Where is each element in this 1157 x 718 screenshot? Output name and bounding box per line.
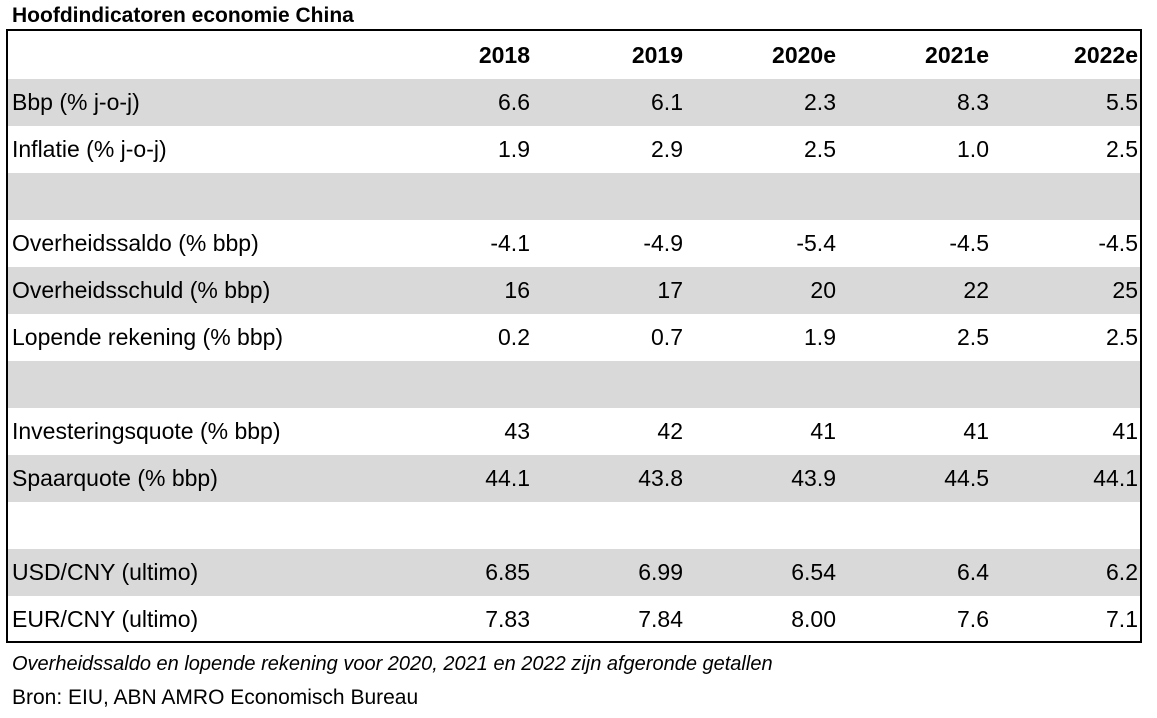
table-cell: 2.5 <box>1000 126 1140 173</box>
row-label: Investeringsquote (% bbp) <box>8 408 388 455</box>
row-label: EUR/CNY (ultimo) <box>8 596 388 641</box>
table-cell: 8.00 <box>694 596 847 641</box>
table-cell: 0.2 <box>388 314 541 361</box>
table-cell: 44.5 <box>847 455 1000 502</box>
table-cell <box>847 502 1000 549</box>
table-cell: 43.9 <box>694 455 847 502</box>
table-row: Inflatie (% j-o-j) 1.9 2.9 2.5 1.0 2.5 <box>8 126 1140 173</box>
table-cell: 6.6 <box>388 79 541 126</box>
table-cell: 7.84 <box>541 596 694 641</box>
table-cell: 6.99 <box>541 549 694 596</box>
table-cell: -4.9 <box>541 220 694 267</box>
table-cell: 25 <box>1000 267 1140 314</box>
table-cell: -5.4 <box>694 220 847 267</box>
row-label: Bbp (% j-o-j) <box>8 79 388 126</box>
table-cell <box>1000 502 1140 549</box>
table-cell: 44.1 <box>388 455 541 502</box>
column-header: 2021e <box>847 31 1000 79</box>
table-cell: 41 <box>1000 408 1140 455</box>
table-cell: 43.8 <box>541 455 694 502</box>
table-cell: 5.5 <box>1000 79 1140 126</box>
table-cell: 2.5 <box>694 126 847 173</box>
table-row: USD/CNY (ultimo) 6.85 6.99 6.54 6.4 6.2 <box>8 549 1140 596</box>
column-header: 2018 <box>388 31 541 79</box>
column-header: 2022e <box>1000 31 1140 79</box>
table-cell <box>694 361 847 408</box>
table-cell: 6.4 <box>847 549 1000 596</box>
table-cell: 2.3 <box>694 79 847 126</box>
table-cell: 1.0 <box>847 126 1000 173</box>
table-cell: 17 <box>541 267 694 314</box>
table-cell: 7.6 <box>847 596 1000 641</box>
table-cell <box>541 173 694 220</box>
table-cell: -4.5 <box>847 220 1000 267</box>
table-cell: 16 <box>388 267 541 314</box>
table-cell: 1.9 <box>694 314 847 361</box>
table-cell: 2.5 <box>1000 314 1140 361</box>
table-cell <box>1000 173 1140 220</box>
table-row: Lopende rekening (% bbp) 0.2 0.7 1.9 2.5 2.5 <box>8 314 1140 361</box>
table-row: Investeringsquote (% bbp) 43 42 41 41 41 <box>8 408 1140 455</box>
table-cell <box>694 173 847 220</box>
table-cell <box>847 361 1000 408</box>
table-cell: 44.1 <box>1000 455 1140 502</box>
table-cell: 6.1 <box>541 79 694 126</box>
row-label: Spaarquote (% bbp) <box>8 455 388 502</box>
table-cell <box>541 361 694 408</box>
table-cell: -4.5 <box>1000 220 1140 267</box>
header-row: 2018 2019 2020e 2021e 2022e <box>8 31 1140 79</box>
table-cell: 41 <box>694 408 847 455</box>
column-header: 2019 <box>541 31 694 79</box>
table-cell: 0.7 <box>541 314 694 361</box>
table-cell: 7.1 <box>1000 596 1140 641</box>
table-body: Bbp (% j-o-j) 6.6 6.1 2.3 8.3 5.5 Inflatie (% … <box>8 79 1140 641</box>
table-title: Hoofdindicatoren economie China <box>12 4 354 27</box>
table-cell <box>541 502 694 549</box>
row-label: Overheidssaldo (% bbp) <box>8 220 388 267</box>
table-cell: 6.2 <box>1000 549 1140 596</box>
row-label: Inflatie (% j-o-j) <box>8 126 388 173</box>
indicator-table-frame: 2018 2019 2020e 2021e 2022e Bbp (% j-o-j… <box>6 29 1142 643</box>
table-cell: 7.83 <box>388 596 541 641</box>
table-cell: -4.1 <box>388 220 541 267</box>
row-label <box>8 502 388 549</box>
table-cell: 2.5 <box>847 314 1000 361</box>
header-label-cell <box>8 31 388 79</box>
row-label: Lopende rekening (% bbp) <box>8 314 388 361</box>
footnote: Overheidssaldo en lopende rekening voor … <box>12 653 773 675</box>
table-row: Overheidsschuld (% bbp) 16 17 20 22 25 <box>8 267 1140 314</box>
table-cell <box>388 173 541 220</box>
table-cell <box>388 361 541 408</box>
table-cell: 8.3 <box>847 79 1000 126</box>
source-line: Bron: EIU, ABN AMRO Economisch Bureau <box>12 686 419 709</box>
table-row: Spaarquote (% bbp) 44.1 43.8 43.9 44.5 44.1 <box>8 455 1140 502</box>
column-header: 2020e <box>694 31 847 79</box>
row-label: USD/CNY (ultimo) <box>8 549 388 596</box>
table-cell: 41 <box>847 408 1000 455</box>
table-row: EUR/CNY (ultimo) 7.83 7.84 8.00 7.6 7.1 <box>8 596 1140 641</box>
table-cell <box>847 173 1000 220</box>
row-label <box>8 173 388 220</box>
table-cell: 42 <box>541 408 694 455</box>
table-cell <box>1000 361 1140 408</box>
table-cell: 20 <box>694 267 847 314</box>
table-cell: 6.85 <box>388 549 541 596</box>
table-row <box>8 173 1140 220</box>
table-cell: 1.9 <box>388 126 541 173</box>
table-row <box>8 361 1140 408</box>
table-cell: 6.54 <box>694 549 847 596</box>
row-label <box>8 361 388 408</box>
table-row: Overheidssaldo (% bbp) -4.1 -4.9 -5.4 -4.5 -4… <box>8 220 1140 267</box>
row-label: Overheidsschuld (% bbp) <box>8 267 388 314</box>
table-cell <box>388 502 541 549</box>
table-row: Bbp (% j-o-j) 6.6 6.1 2.3 8.3 5.5 <box>8 79 1140 126</box>
table-cell <box>694 502 847 549</box>
table-cell: 43 <box>388 408 541 455</box>
table-cell: 2.9 <box>541 126 694 173</box>
indicator-table: 2018 2019 2020e 2021e 2022e Bbp (% j-o-j… <box>8 31 1140 641</box>
table-row <box>8 502 1140 549</box>
table-cell: 22 <box>847 267 1000 314</box>
